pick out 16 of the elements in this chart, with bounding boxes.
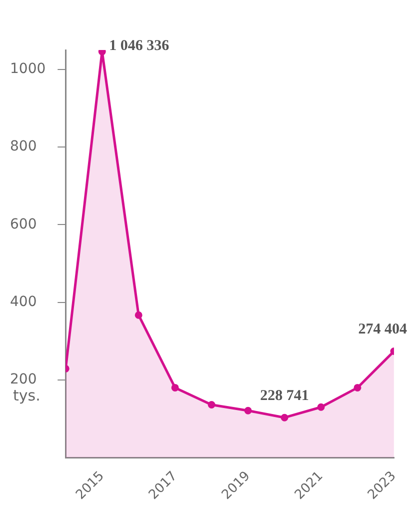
- point: [354, 384, 362, 392]
- point: [244, 406, 252, 414]
- y-tick-label: 400: [10, 294, 37, 310]
- annotation: 274 404: [358, 322, 408, 338]
- annotation: 1 046 336: [109, 38, 170, 54]
- y-axis-title: tys.: [13, 386, 40, 404]
- point: [317, 403, 325, 411]
- point: [171, 384, 179, 392]
- point: [208, 401, 216, 409]
- y-tick-label: 1000: [10, 61, 46, 78]
- y-tick-label: 600: [10, 216, 37, 232]
- y-tick-label: 800: [10, 138, 37, 155]
- point: [280, 414, 288, 422]
- annotation: 228 741: [260, 388, 309, 404]
- point: [134, 311, 142, 319]
- y-tick-label: 200: [10, 372, 37, 388]
